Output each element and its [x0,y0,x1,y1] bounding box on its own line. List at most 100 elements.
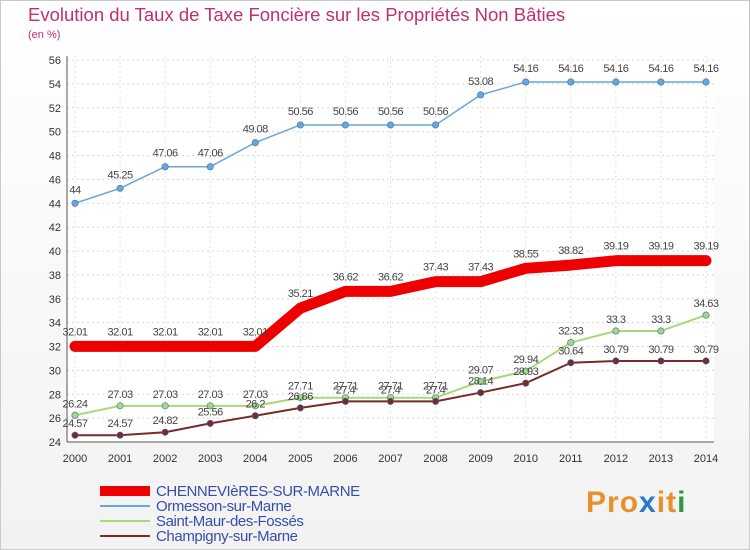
data-point [477,389,485,397]
y-tick-label: 38 [49,270,61,282]
data-label: 30.79 [648,344,673,356]
logo-letter: i [677,486,687,519]
data-label: 32.01 [153,326,178,338]
y-tick-label: 36 [49,294,61,306]
data-point [386,397,394,405]
data-label: 30.79 [693,344,718,356]
data-point [341,121,349,129]
data-label: 32.01 [243,326,268,338]
data-point [522,367,530,375]
data-point [71,199,79,207]
data-point [296,121,304,129]
y-tick-label: 56 [49,55,61,67]
legend-swatch [100,520,150,522]
data-point [71,431,79,439]
data-label: 29.94 [513,354,538,366]
logo-letter: i [656,486,667,519]
data-label: 36.62 [378,271,403,283]
data-point [116,431,124,439]
data-label: 32.01 [62,326,87,338]
data-point [567,359,575,367]
data-label: 26.2 [246,399,266,411]
legend-swatch [100,505,150,507]
data-point [477,377,485,385]
data-label: 47.06 [153,148,178,160]
data-label: 24.82 [153,415,178,427]
data-point [657,327,665,335]
y-tick-label: 30 [49,365,61,377]
data-label: 27.4 [336,384,356,396]
data-label: 26.86 [288,391,313,403]
data-point [567,78,575,86]
data-label: 54.16 [648,63,673,75]
data-label: 34.63 [693,298,718,310]
data-point [432,397,440,405]
logo-letter: x [639,486,657,519]
y-tick-label: 50 [49,127,61,139]
series-line-0 [69,255,712,352]
data-point [161,163,169,171]
data-label: 30.64 [558,346,583,358]
data-label: 29.07 [468,364,493,376]
logo-letter: t [666,486,678,519]
data-point [296,394,304,402]
data-point [161,428,169,436]
data-label: 27.03 [198,389,223,401]
legend-item: Saint-Maur-des-Fossés [100,513,420,530]
data-label: 38.82 [558,245,583,257]
data-label: 54.16 [558,63,583,75]
x-tick-label: 2002 [153,453,177,465]
data-label: 24.57 [62,418,87,430]
data-label: 27.71 [423,381,448,393]
data-label: 37.43 [468,262,493,274]
data-label: 27.71 [378,381,403,393]
data-label: 39.19 [693,241,718,253]
data-point [206,402,214,410]
data-point [432,121,440,129]
data-label: 50.56 [333,106,358,118]
y-tick-label: 32 [49,342,61,354]
data-label: 27.03 [153,389,178,401]
x-tick-label: 2012 [604,453,628,465]
data-label: 54.16 [693,63,718,75]
data-point [386,121,394,129]
data-label: 27.03 [243,389,268,401]
x-tick-label: 2013 [649,453,673,465]
data-point [522,379,530,387]
y-axis-unit-label: (en %) [28,29,61,41]
data-label: 27.71 [333,381,358,393]
y-tick-label: 48 [49,151,61,163]
y-tick-label: 54 [49,79,61,91]
x-tick-label: 2008 [423,453,447,465]
x-tick-label: 2004 [243,453,267,465]
data-label: 26.24 [62,398,87,410]
y-tick-label: 44 [49,198,61,210]
x-tick-label: 2003 [198,453,222,465]
y-tick-label: 24 [49,437,61,449]
data-label: 39.19 [648,241,673,253]
data-label: 32.33 [558,326,583,338]
y-tick-label: 52 [49,103,61,115]
data-label: 36.62 [333,271,358,283]
data-label: 27.03 [108,389,133,401]
chart-title: Evolution du Taux de Taxe Foncière sur l… [28,4,566,25]
data-label: 44 [69,184,81,196]
legend-swatch [100,535,150,537]
x-tick-label: 2006 [333,453,357,465]
data-point [341,397,349,405]
data-label: 27.4 [426,384,446,396]
data-label: 47.06 [198,148,223,160]
x-tick-label: 2007 [378,453,402,465]
legend-label: CHENNEVIèRES-SUR-MARNE [156,483,360,500]
data-label: 37.43 [423,262,448,274]
data-point [612,78,620,86]
data-point [296,404,304,412]
data-point [657,357,665,365]
data-point [116,184,124,192]
legend-label: Champigny-sur-Marne [156,528,298,545]
data-point [206,163,214,171]
data-label: 35.21 [288,288,313,300]
data-point [702,311,710,319]
data-label: 50.56 [378,106,403,118]
